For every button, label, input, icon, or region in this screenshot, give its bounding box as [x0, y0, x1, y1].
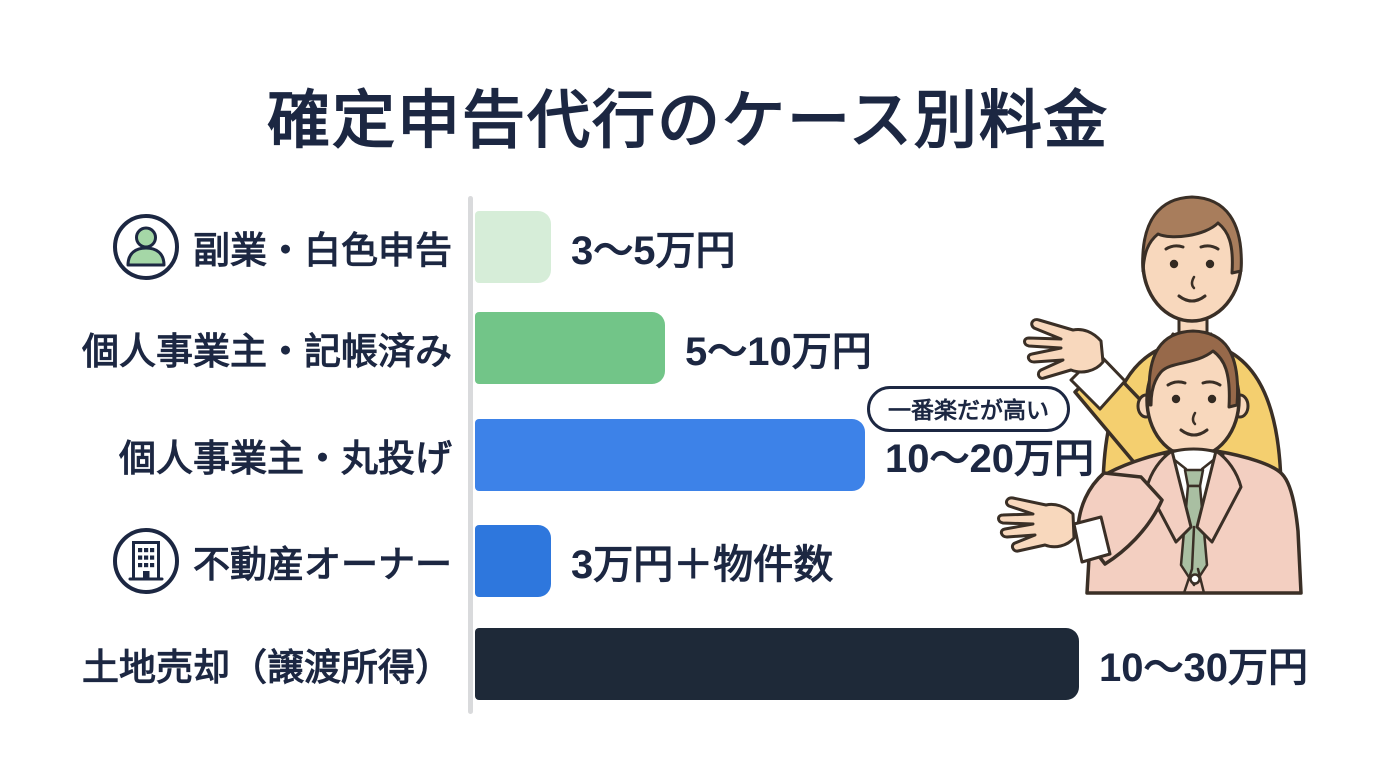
row-label: 土地売却（譲渡所得） [0, 637, 452, 691]
chart-row-marunage: 個人事業主・丸投げ 一番楽だが高い 10〜20万円 [0, 386, 1094, 491]
value-label: 3万円＋物件数 [571, 543, 834, 587]
bar-kichou [475, 312, 665, 384]
chart-baseline [468, 196, 473, 714]
value-label: 10〜20万円 [885, 437, 1094, 481]
category-label: 副業・白色申告 [193, 230, 452, 271]
building-icon [111, 526, 181, 596]
page-title: 確定申告代行のケース別料金 [267, 86, 1109, 156]
row-label: 不動産オーナー [0, 526, 452, 596]
chart-row-fukugyou: 副業・白色申告 3〜5万円 [0, 211, 736, 283]
chart-row-fudousan: 不動産オーナー 3万円＋物件数 [0, 525, 833, 597]
row-label: 個人事業主・丸投げ [0, 428, 452, 482]
annotation-text: 一番楽だが高い [888, 397, 1049, 423]
value-label: 10〜30万円 [1099, 646, 1308, 690]
category-label: 個人事業主・丸投げ [119, 438, 452, 479]
two-advisors-illustration [983, 193, 1333, 598]
row-label: 副業・白色申告 [0, 212, 452, 282]
category-label: 個人事業主・記帳済み [82, 331, 452, 372]
bar-fudousan [475, 525, 551, 597]
value-with-annotation: 一番楽だが高い 10〜20万円 [865, 386, 1094, 491]
value-label: 3〜5万円 [571, 229, 736, 273]
bar-marunage [475, 419, 865, 491]
bar-tochibaikyaku [475, 628, 1079, 700]
annotation-pill: 一番楽だが高い [867, 386, 1070, 432]
row-label: 個人事業主・記帳済み [0, 321, 452, 375]
bar-fukugyou [475, 211, 551, 283]
chart-row-tochibaikyaku: 土地売却（譲渡所得） 10〜30万円 [0, 628, 1308, 700]
category-label: 不動産オーナー [193, 544, 452, 585]
value-label: 5〜10万円 [685, 330, 872, 374]
person-icon [111, 212, 181, 282]
category-label: 土地売却（譲渡所得） [82, 647, 452, 688]
chart-row-kichou: 個人事業主・記帳済み 5〜10万円 [0, 312, 872, 384]
